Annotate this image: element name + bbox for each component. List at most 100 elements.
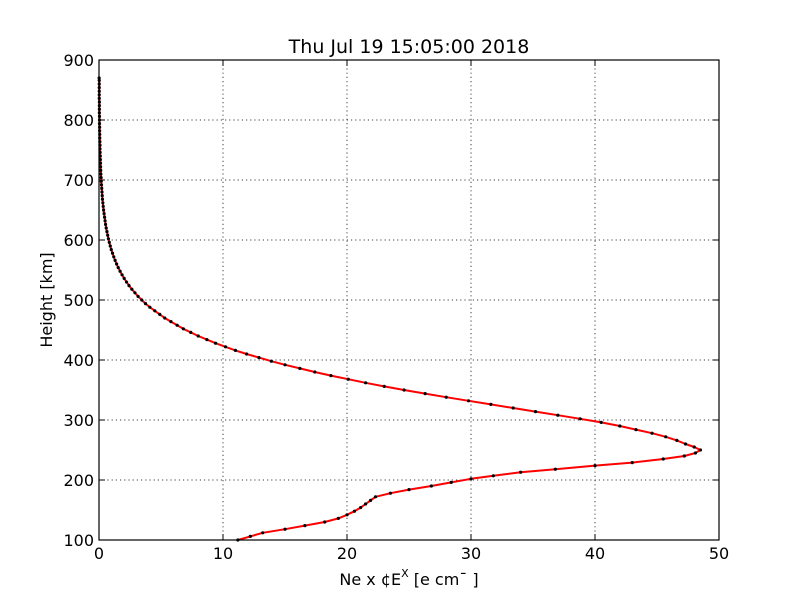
- data-point: [99, 183, 104, 187]
- y-tick-label: 600: [63, 231, 94, 250]
- data-point: [599, 420, 603, 424]
- data-point: [163, 316, 167, 320]
- data-point: [491, 474, 495, 478]
- x-tick-label: 10: [213, 544, 233, 563]
- y-tick-label: 300: [63, 411, 94, 430]
- data-point: [368, 498, 373, 502]
- data-point: [329, 374, 333, 378]
- data-point: [336, 516, 340, 521]
- data-point: [105, 230, 109, 234]
- data-point: [99, 179, 103, 183]
- data-point: [108, 244, 112, 248]
- data-point: [122, 276, 126, 280]
- data-point: [578, 417, 582, 421]
- data-point: [99, 168, 103, 172]
- data-point: [248, 534, 252, 539]
- data-point: [213, 341, 218, 345]
- data-point: [175, 323, 179, 327]
- data-point: [556, 413, 560, 417]
- data-point: [303, 524, 307, 528]
- data-point: [112, 255, 116, 259]
- data-point: [346, 377, 350, 381]
- data-point: [364, 502, 368, 506]
- x-tick-label: 40: [585, 544, 605, 563]
- data-point: [466, 399, 471, 403]
- y-tick-label: 500: [63, 291, 94, 310]
- data-point: [698, 448, 703, 452]
- data-point: [130, 287, 134, 291]
- data-point: [120, 273, 124, 277]
- data-point: [116, 266, 120, 270]
- x-tick-label: 30: [461, 544, 481, 563]
- data-point: [100, 197, 105, 201]
- data-point: [169, 320, 173, 324]
- data-point: [675, 438, 679, 442]
- data-point: [127, 284, 131, 288]
- data-point: [345, 513, 349, 517]
- data-point: [103, 219, 107, 223]
- data-point: [402, 388, 406, 392]
- data-point: [102, 212, 106, 216]
- data-point: [283, 527, 287, 531]
- data-point: [153, 309, 157, 313]
- data-point: [136, 294, 140, 298]
- data-point: [429, 484, 433, 488]
- data-point: [489, 402, 493, 406]
- data-point: [313, 370, 317, 374]
- data-point: [101, 201, 105, 205]
- data-point: [469, 477, 473, 481]
- y-tick-label: 900: [63, 51, 94, 70]
- data-point: [100, 186, 104, 190]
- data-point: [181, 327, 185, 331]
- data-point: [373, 495, 378, 499]
- data-point: [257, 356, 261, 360]
- x-axis-label-superscript: X: [401, 567, 409, 580]
- data-point: [323, 520, 327, 524]
- data-point: [388, 491, 392, 495]
- data-point: [693, 451, 698, 455]
- y-axis-label: Height [km]: [37, 252, 56, 347]
- data-point: [115, 262, 119, 266]
- data-point: [618, 424, 622, 428]
- data-point: [261, 531, 265, 535]
- data-point: [101, 204, 105, 208]
- data-point: [103, 222, 108, 226]
- data-point: [269, 359, 273, 363]
- data-point: [283, 363, 287, 367]
- data-point: [107, 240, 111, 244]
- data-point: [692, 445, 696, 449]
- data-point: [423, 392, 427, 396]
- data-point: [99, 176, 103, 180]
- data-point: [519, 470, 523, 474]
- x-tick-label: 50: [709, 544, 729, 563]
- data-point: [158, 312, 162, 316]
- data-point: [118, 269, 122, 273]
- data-point: [364, 381, 368, 385]
- data-point: [99, 165, 103, 169]
- data-point: [683, 442, 688, 446]
- data-point: [140, 298, 144, 302]
- data-point: [449, 480, 453, 484]
- data-point: [143, 302, 148, 306]
- data-point: [98, 161, 103, 165]
- data-point: [244, 352, 249, 356]
- y-tick-label: 800: [63, 111, 94, 130]
- data-point: [352, 509, 357, 513]
- x-axis-label: Ne x ¢EX [e cm¯ ]: [339, 567, 478, 589]
- data-point: [106, 237, 111, 241]
- data-point: [630, 461, 634, 465]
- data-point: [298, 366, 302, 370]
- data-point: [148, 305, 152, 309]
- x-tick-labels: 0 10 20 30 40 50: [94, 544, 729, 563]
- x-tick-label: 20: [337, 544, 357, 563]
- data-point: [100, 190, 104, 194]
- data-point: [664, 435, 668, 439]
- data-point: [382, 384, 386, 388]
- data-point: [133, 291, 137, 295]
- data-point: [100, 194, 104, 198]
- data-point: [102, 215, 107, 219]
- data-point: [109, 248, 113, 252]
- data-point: [553, 467, 557, 471]
- data-point: [533, 410, 538, 414]
